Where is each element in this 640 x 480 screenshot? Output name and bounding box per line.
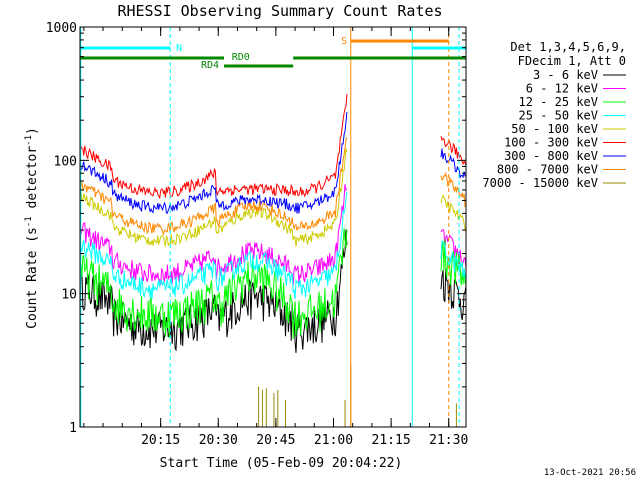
x-axis: 20:15 20:30 20:45 21:00 21:15 21:30 [83, 27, 468, 448]
saa-label: S [341, 36, 347, 47]
series-line-0-seg-0 [79, 229, 348, 353]
y-tick-label-1: 10 [61, 288, 77, 303]
series-line-1-seg-0 [79, 184, 348, 286]
x-tick-label-3: 21:00 [314, 433, 353, 448]
y-axis-label-main: Count Rate (s [25, 227, 40, 329]
y-axis-label-sup1: -1 [24, 216, 34, 227]
y-axis-label-end: ) [25, 127, 40, 135]
series-line-5-seg-1 [440, 135, 467, 166]
series-line-6-seg-1 [440, 148, 467, 179]
legend-label-5: 100 - 300 keV [504, 136, 598, 150]
series-line-7-seg-0 [79, 137, 348, 236]
series-line-2-seg-0 [79, 228, 348, 339]
legend-label-0: 3 - 6 keV [533, 68, 598, 82]
legend-label-4: 50 - 100 keV [511, 122, 598, 136]
rd4-label: RD4 [201, 60, 219, 71]
series-line-4-seg-1 [440, 194, 467, 233]
plot-area: N S RD0 RD4 [79, 26, 467, 428]
chart-title: RHESSI Observing Summary Count Rates [117, 2, 442, 20]
legend-header-1: Det 1,3,4,5,6,9, [510, 40, 626, 54]
x-axis-label: Start Time (05-Feb-09 20:04:22) [160, 456, 403, 471]
footer-date: 13-Oct-2021 20:56 [544, 468, 636, 478]
legend-label-3: 25 - 50 keV [519, 109, 598, 123]
y-tick-label-0: 1 [69, 421, 77, 436]
legend-label-7: 800 - 7000 keV [497, 163, 598, 177]
x-tick-label-0: 20:15 [141, 433, 180, 448]
series-line-5-seg-0 [79, 93, 348, 199]
y-axis-label: Count Rate (s-1 detector-1) [24, 127, 40, 329]
series-line-3-seg-0 [79, 191, 348, 300]
plot-frame [79, 26, 467, 428]
series-line-3-seg-1 [440, 240, 467, 282]
legend-label-1: 6 - 12 keV [526, 82, 598, 96]
x-tick-label-2: 20:45 [256, 433, 295, 448]
legend-label-2: 12 - 25 keV [519, 95, 598, 109]
series-line-7-seg-1 [440, 171, 467, 208]
north-label: N [176, 43, 182, 54]
series-line-0-seg-1 [440, 267, 467, 321]
y-axis-label-sup2: -1 [24, 135, 34, 146]
x-tick-label-5: 21:30 [429, 433, 468, 448]
y-axis: 1 10 100 1000 [46, 21, 466, 436]
x-tick-label-1: 20:30 [199, 433, 238, 448]
series-line-4-seg-0 [79, 148, 348, 248]
y-tick-label-3: 1000 [46, 21, 77, 36]
legend-header-2: FDecim 1, Att 0 [518, 54, 626, 68]
series-line-6-seg-0 [79, 112, 348, 214]
legend-label-6: 300 - 800 keV [504, 149, 598, 163]
legend-label-8: 7000 - 15000 keV [482, 176, 598, 190]
rd0-label: RD0 [232, 52, 250, 63]
x-tick-label-4: 21:15 [372, 433, 411, 448]
y-axis-label-mid: detector [25, 146, 40, 217]
y-tick-label-2: 100 [54, 154, 77, 169]
